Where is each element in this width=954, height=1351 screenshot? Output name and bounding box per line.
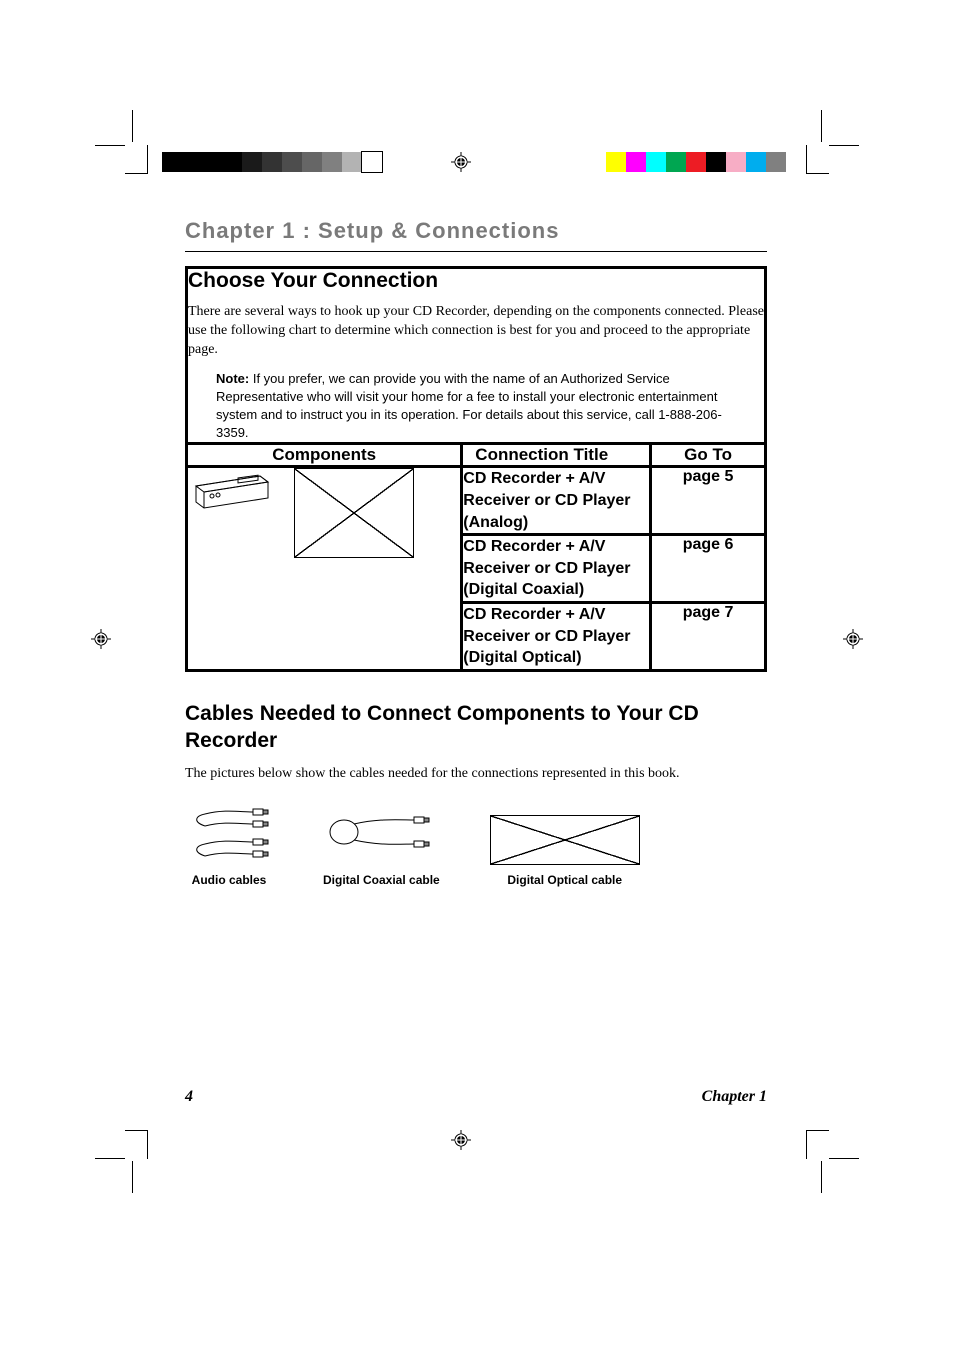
- cropmark: [95, 1158, 125, 1159]
- cable-label: Digital Coaxial cable: [323, 873, 440, 887]
- th-components: Components: [187, 444, 462, 467]
- cropmark: [806, 1130, 829, 1131]
- th-goto: Go To: [651, 444, 766, 467]
- color-swatch: [302, 152, 322, 172]
- color-swatch: [162, 152, 182, 172]
- cables-body: The pictures below show the cables neede…: [185, 766, 767, 782]
- cables-heading: Cables Needed to Connect Components to Y…: [185, 700, 767, 755]
- note-label: Note:: [216, 371, 249, 386]
- color-swatch: [182, 152, 202, 172]
- registration-mark-icon: [451, 152, 471, 172]
- cropmark: [821, 110, 822, 142]
- registration-mark-icon: [843, 629, 863, 649]
- color-swatch: [626, 152, 646, 172]
- goto-cell: page 5: [651, 467, 766, 535]
- color-swatch: [362, 152, 382, 172]
- cropmark: [147, 1131, 148, 1159]
- digital-coaxial-cable-icon: [326, 804, 436, 860]
- title-rule: [185, 251, 767, 252]
- registration-mark-icon: [91, 629, 111, 649]
- cropmark: [147, 145, 148, 173]
- cropmark: [95, 145, 125, 146]
- page-number: 4: [185, 1088, 193, 1106]
- color-swatch: [726, 152, 746, 172]
- components-cell: [187, 467, 462, 670]
- section-body: There are several ways to hook up your C…: [188, 303, 764, 360]
- color-swatch: [342, 152, 362, 172]
- color-swatch: [242, 152, 262, 172]
- color-swatch: [262, 152, 282, 172]
- chapter-title: Chapter 1 : Setup & Connections: [185, 218, 767, 244]
- cmyk-colorbar: [606, 152, 786, 172]
- cropmark: [132, 110, 133, 142]
- color-swatch: [706, 152, 726, 172]
- connection-title-cell: CD Recorder + A/V Receiver or CD Player …: [462, 602, 651, 670]
- cable-item: Audio cables: [185, 804, 273, 887]
- placeholder-box-icon: [294, 468, 414, 558]
- cropmark: [829, 145, 859, 146]
- cropmark: [125, 173, 148, 174]
- content-area: Chapter 1 : Setup & Connections Choose Y…: [185, 218, 767, 887]
- registration-mark-icon: [451, 1130, 471, 1150]
- color-swatch: [646, 152, 666, 172]
- cropmark: [806, 1131, 807, 1159]
- cable-row: Audio cables Digital Coaxial cable Digit…: [185, 804, 767, 887]
- connection-title-cell: CD Recorder + A/V Receiver or CD Player …: [462, 467, 651, 535]
- color-swatch: [666, 152, 686, 172]
- cropmark: [821, 1161, 822, 1193]
- connection-title-cell: CD Recorder + A/V Receiver or CD Player …: [462, 535, 651, 603]
- goto-cell: page 7: [651, 602, 766, 670]
- note-body: If you prefer, we can provide you with t…: [216, 371, 722, 441]
- th-title: Connection Title: [462, 444, 651, 467]
- color-swatch: [746, 152, 766, 172]
- cropmark: [132, 1161, 133, 1193]
- cropmark: [806, 173, 829, 174]
- page-footer: 4 Chapter 1: [185, 1088, 767, 1106]
- cable-item: Digital Optical cable: [490, 815, 640, 887]
- color-swatch: [606, 152, 626, 172]
- color-swatch: [686, 152, 706, 172]
- page: Chapter 1 : Setup & Connections Choose Y…: [0, 0, 954, 1351]
- color-swatch: [222, 152, 242, 172]
- placeholder-box-icon: [490, 815, 640, 865]
- gray-colorbar: [162, 152, 382, 172]
- intro-cell: Choose Your Connection There are several…: [187, 268, 766, 444]
- cropmark: [806, 145, 807, 173]
- cable-label: Audio cables: [185, 873, 273, 887]
- color-swatch: [202, 152, 222, 172]
- audio-cables-icon: [185, 804, 273, 860]
- cable-label: Digital Optical cable: [490, 873, 640, 887]
- connection-table: Choose Your Connection There are several…: [185, 266, 767, 672]
- cropmark: [125, 1130, 148, 1131]
- goto-cell: page 6: [651, 535, 766, 603]
- color-swatch: [282, 152, 302, 172]
- note-text: Note: If you prefer, we can provide you …: [216, 370, 754, 443]
- section-heading: Choose Your Connection: [188, 269, 764, 293]
- color-swatch: [766, 152, 786, 172]
- color-swatch: [322, 152, 342, 172]
- cropmark: [829, 1158, 859, 1159]
- cd-recorder-icon: [188, 468, 276, 516]
- footer-chapter: Chapter 1: [702, 1088, 767, 1106]
- cable-item: Digital Coaxial cable: [323, 804, 440, 887]
